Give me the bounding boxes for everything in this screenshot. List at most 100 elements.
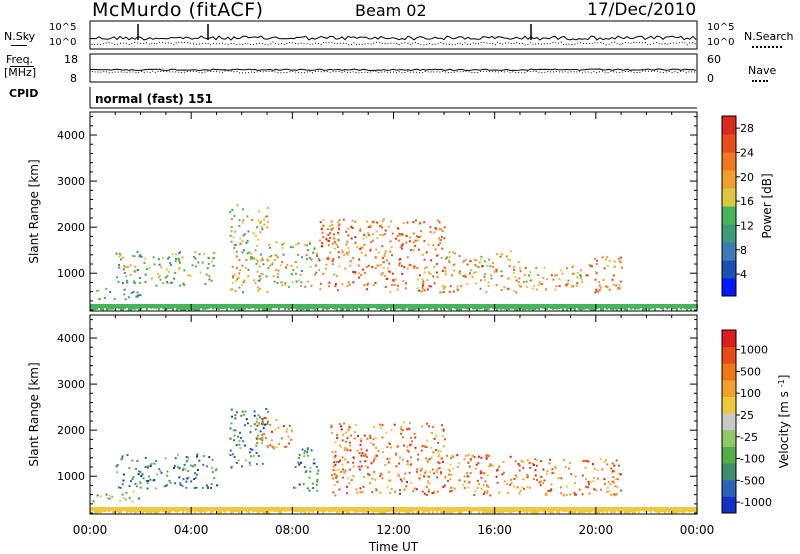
colorbar-segment [722, 379, 736, 397]
colorbar-label: Power [dB] [760, 173, 774, 238]
colorbar-segment [722, 413, 736, 431]
freq-panel-frame [89, 53, 698, 83]
y-tick-label: 3000 [57, 175, 85, 188]
freq-underline [10, 66, 34, 67]
x-tick-label: 12:00 [376, 523, 411, 537]
colorbar-segment [722, 396, 736, 414]
x-tick-label: 00:00 [680, 523, 715, 537]
colorbar-tick-label: 1000 [740, 344, 768, 357]
echo-region [115, 453, 219, 490]
y-tick-label: 2000 [57, 221, 85, 234]
echo-region [92, 490, 141, 503]
echo-region [229, 204, 269, 294]
nsearch-label: N.Search [744, 30, 794, 43]
nave-tick-top: 60 [707, 53, 721, 66]
colorbar-tick-label: 500 [740, 365, 761, 378]
x-tick-label: 00:00 [73, 523, 108, 537]
colorbar-tick-label: 16 [740, 195, 754, 208]
rti-panel-power: 1000 2000 3000 4000 Slant Range [km] 4 8 12 16 20… [27, 111, 774, 312]
freq-unit: [MHz] [4, 66, 37, 79]
echo-region [444, 250, 522, 294]
freq-series [89, 68, 697, 72]
colorbar-segment [722, 346, 736, 364]
freq-tick-top: 18 [64, 53, 78, 66]
cpid-label: CPID [9, 87, 39, 100]
colorbar-segment [722, 330, 736, 348]
colorbar-label: Velocity [m s -1] [777, 375, 792, 469]
colorbar-velocity: 1000 500 100 25 -25 -100 -500 -1000 Velocity [m … [721, 329, 792, 514]
colorbar-segment [722, 134, 736, 153]
y-axis-label: Slant Range [km] [27, 362, 41, 466]
colorbar-tick-label: 100 [740, 387, 761, 400]
y-tick-label: 2000 [57, 424, 85, 437]
colorbar-segment [722, 170, 736, 189]
echo-region [317, 218, 446, 294]
nave-label: Nave [748, 64, 777, 77]
echo-region [444, 453, 522, 497]
colorbar-power: 4 8 12 16 20 24 28 Power [dB] [721, 115, 774, 297]
nsearch-series [89, 41, 697, 46]
nsearch-tick-top: 10^5 [707, 22, 735, 33]
x-tick-label: 16:00 [477, 523, 512, 537]
colorbar-tick-label: -500 [740, 474, 765, 487]
echo-region [585, 256, 623, 294]
date-title: 17/Dec/2010 [587, 0, 697, 20]
nsky-tick-top: 10^5 [49, 22, 77, 33]
colorbar-segment [722, 429, 736, 447]
colorbar-segment [722, 479, 736, 497]
colorbar-segment [722, 278, 736, 297]
colorbar-tick-label: 28 [740, 122, 754, 135]
echo-region [267, 241, 318, 289]
x-tick-label: 20:00 [579, 523, 614, 537]
x-axis-label: Time UT [368, 540, 419, 554]
y-tick-label: 4000 [57, 332, 85, 345]
rti-panel-velocity: 1000 2000 3000 4000 Slant Range [km] 1000 500 1… [27, 314, 792, 515]
colorbar-segment [722, 363, 736, 381]
colorbar-segment [722, 116, 736, 135]
colorbar-segment [722, 446, 736, 464]
nsky-underline [11, 45, 27, 46]
nsearch-dotted [752, 46, 782, 48]
colorbar-segment [722, 463, 736, 481]
x-tick-label: 08:00 [275, 523, 310, 537]
y-tick-label: 1000 [57, 267, 85, 280]
beam-title: Beam 02 [355, 1, 427, 20]
echo-region [255, 416, 294, 450]
colorbar-segment [722, 224, 736, 243]
colorbar-segment [722, 260, 736, 279]
nsearch-tick-bottom: 10^0 [707, 37, 735, 48]
colorbar-segment [722, 188, 736, 207]
colorbar-segment [722, 242, 736, 261]
nsky-label: N.Sky [4, 30, 36, 43]
nsky-panel-frame [89, 20, 698, 50]
echo-region [96, 287, 142, 301]
y-tick-label: 1000 [57, 470, 85, 483]
freq-tick-bottom: 8 [70, 72, 77, 85]
nsky-series [89, 35, 697, 41]
colorbar-frame [721, 115, 737, 297]
colorbar-segment [722, 152, 736, 171]
y-tick-label: 4000 [57, 129, 85, 142]
echo-region [229, 408, 269, 469]
colorbar-tick-label: 20 [740, 171, 754, 184]
echo-region [520, 458, 623, 497]
colorbar-tick-label: -100 [740, 453, 765, 466]
colorbar-tick-label: 4 [740, 268, 747, 281]
nave-dotted [752, 80, 768, 82]
colorbar-tick-label: 8 [740, 244, 747, 257]
nave-tick-bottom: 0 [707, 72, 714, 85]
nsky-tick-bottom: 10^0 [49, 37, 77, 48]
colorbar-tick-label: 25 [740, 409, 754, 422]
freq-label: Freq. [6, 53, 34, 66]
colorbar-segment [722, 206, 736, 225]
y-tick-label: 3000 [57, 378, 85, 391]
echo-region [330, 421, 446, 497]
colorbar-frame [721, 329, 737, 514]
colorbar-tick-label: 24 [740, 146, 754, 159]
colorbar-segment [722, 496, 736, 514]
colorbar-tick-label: -25 [740, 431, 758, 444]
colorbar-tick-label: 12 [740, 219, 754, 232]
x-tick-label: 04:00 [174, 523, 209, 537]
cpid-value: normal (fast) 151 [95, 92, 213, 106]
